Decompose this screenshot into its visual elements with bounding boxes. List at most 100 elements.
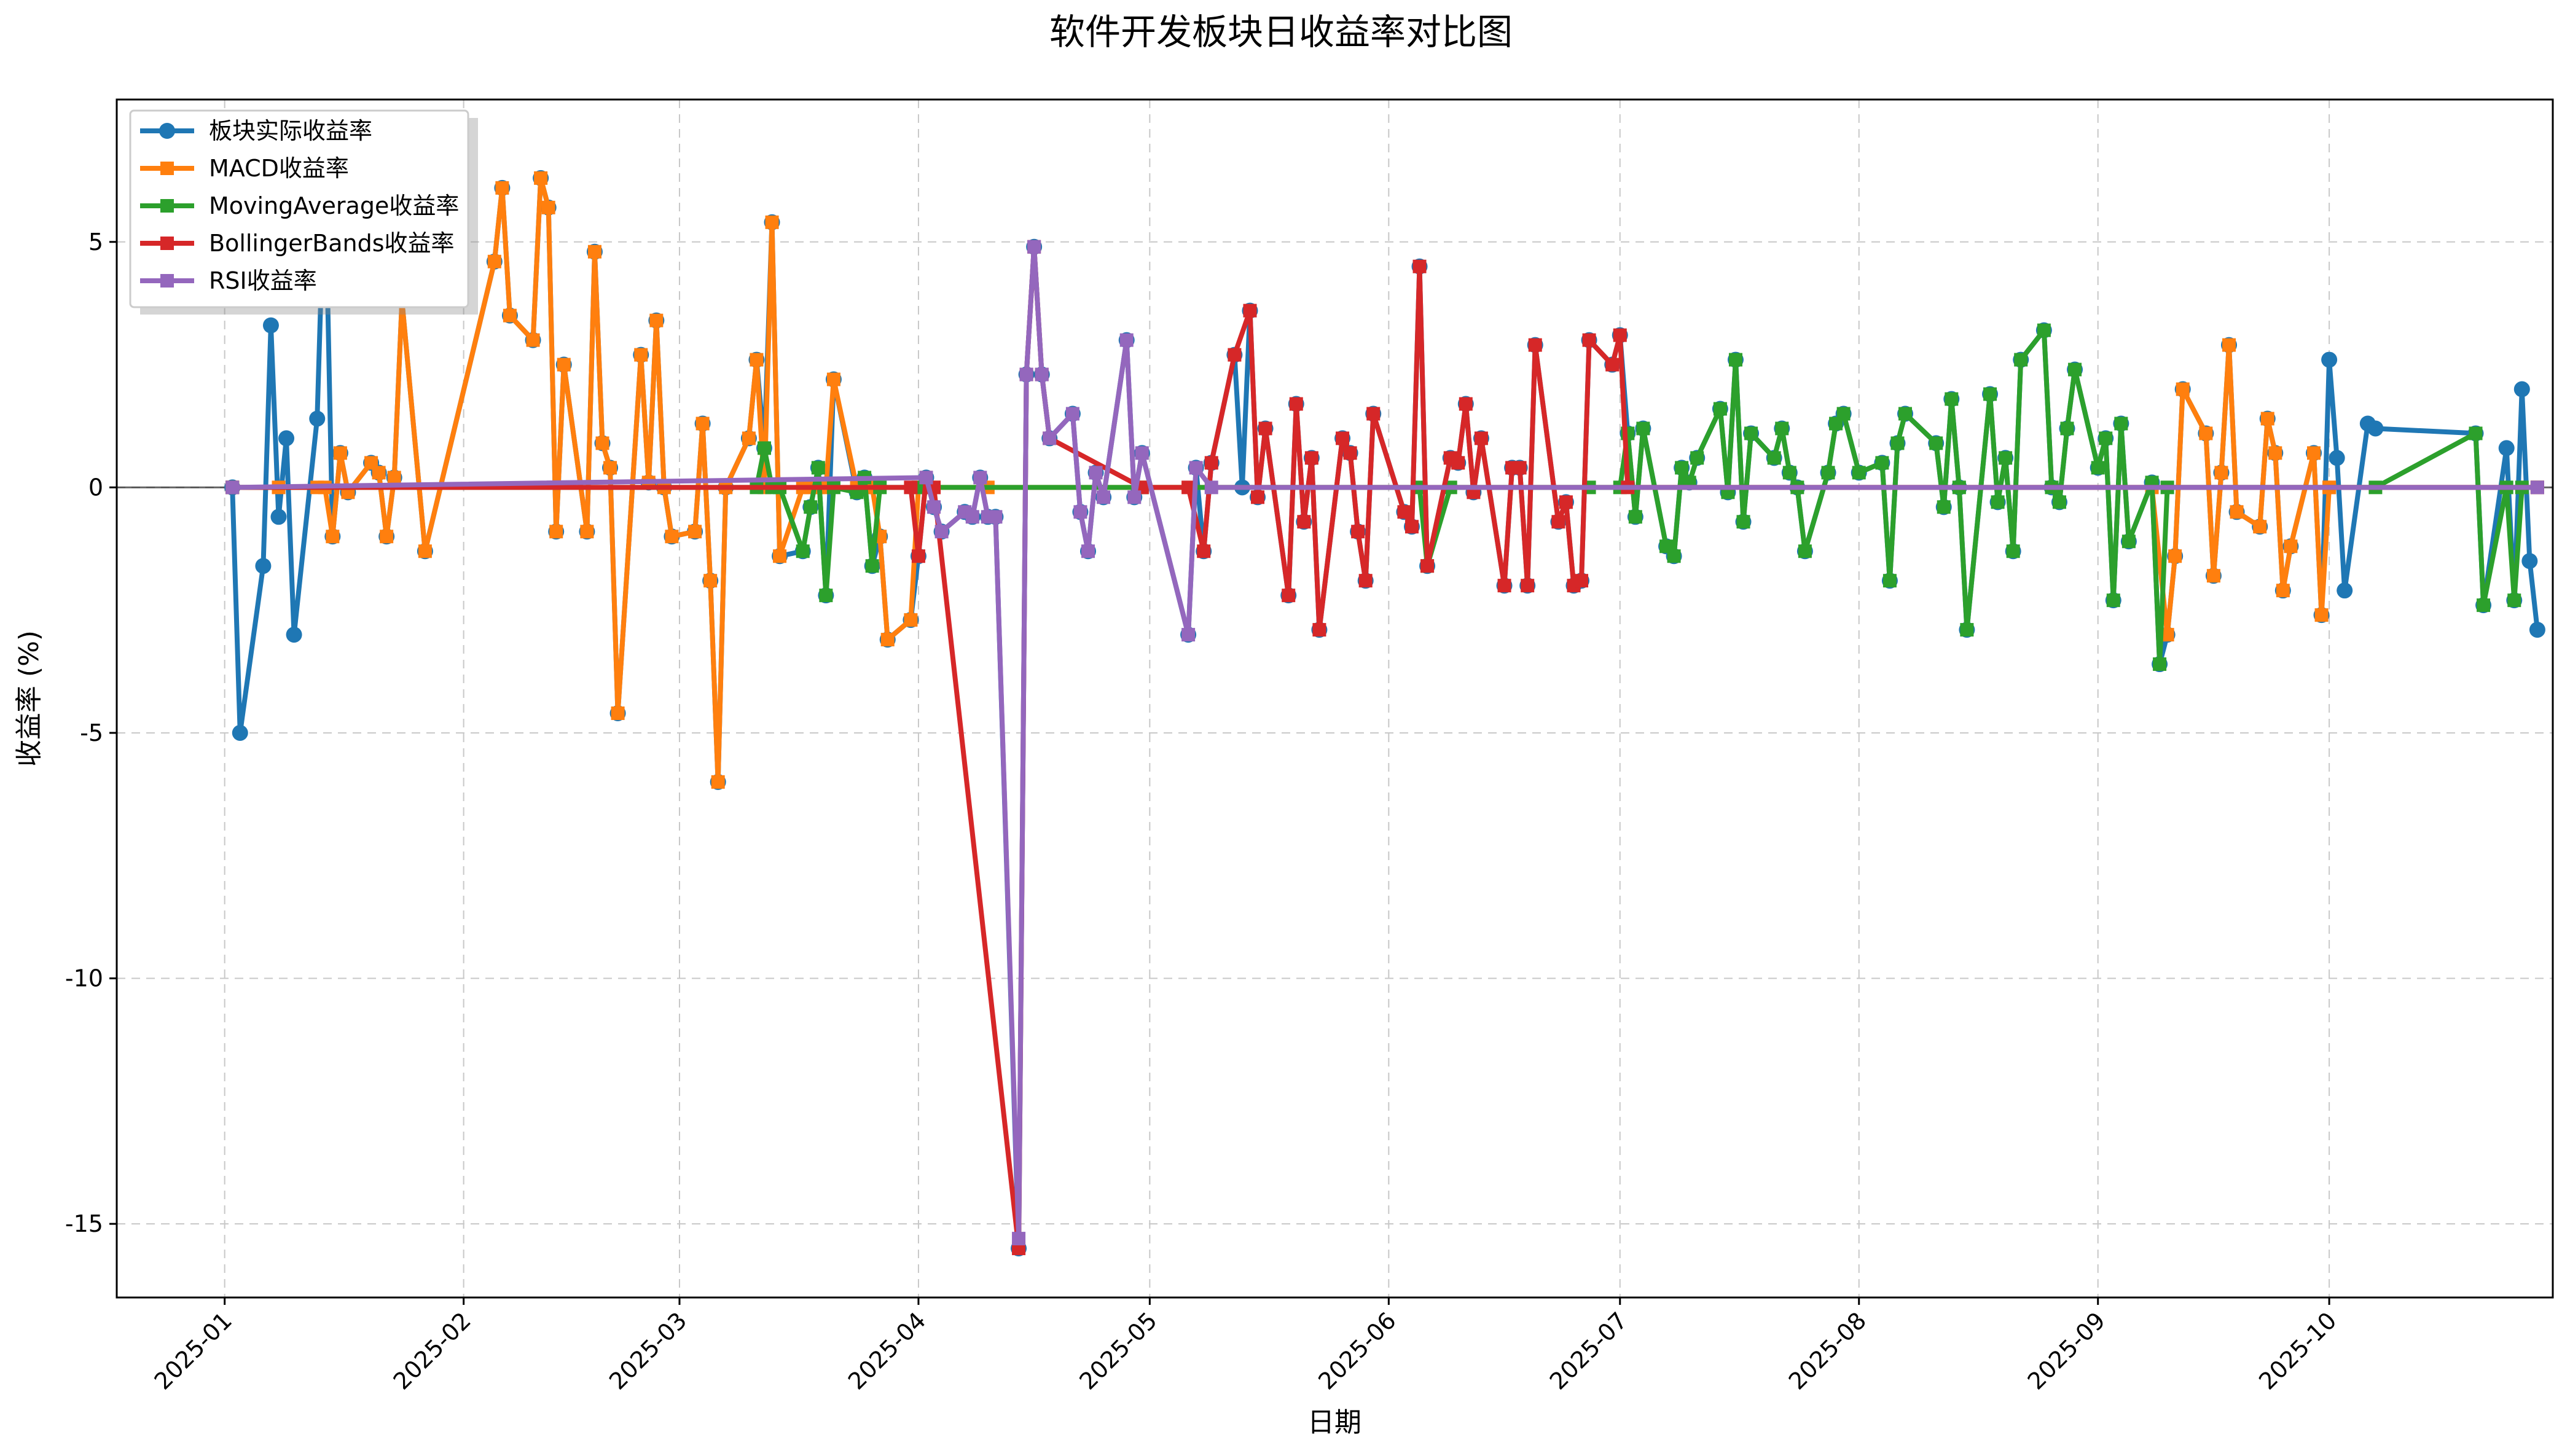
data-point bbox=[1767, 451, 1781, 465]
data-point bbox=[2014, 353, 2028, 367]
data-point bbox=[534, 171, 548, 185]
data-point bbox=[1073, 505, 1087, 519]
series-4 bbox=[225, 240, 2544, 1246]
data-point bbox=[2477, 598, 2491, 613]
data-point bbox=[1243, 303, 1257, 318]
data-point bbox=[1497, 579, 1511, 593]
data-point bbox=[773, 549, 787, 563]
data-point bbox=[2284, 539, 2298, 554]
data-point bbox=[742, 431, 756, 445]
x-tick-label: 2025-04 bbox=[843, 1307, 931, 1395]
data-point bbox=[2052, 495, 2066, 509]
data-point bbox=[262, 317, 279, 334]
y-tick-label: 5 bbox=[88, 229, 103, 256]
data-point bbox=[1204, 480, 1218, 495]
plot-frame bbox=[116, 98, 2554, 1299]
y-tick-label: -5 bbox=[80, 719, 103, 746]
x-tick-label: 2025-09 bbox=[2023, 1307, 2110, 1395]
data-point bbox=[2106, 593, 2120, 608]
x-tick-label: 2025-10 bbox=[2254, 1307, 2341, 1395]
data-point bbox=[557, 358, 571, 372]
data-point bbox=[2230, 505, 2244, 519]
data-point bbox=[750, 353, 764, 367]
data-point bbox=[1852, 466, 1866, 480]
data-point bbox=[1189, 461, 1203, 475]
data-point bbox=[1559, 495, 1573, 509]
data-point bbox=[1251, 490, 1265, 504]
data-point bbox=[1836, 407, 1851, 421]
data-point bbox=[1667, 549, 1681, 563]
data-point bbox=[603, 461, 617, 475]
data-point bbox=[695, 417, 710, 431]
legend-marker bbox=[159, 123, 175, 139]
series-line bbox=[232, 175, 2537, 785]
data-point bbox=[1289, 397, 1303, 411]
data-point bbox=[2367, 420, 2384, 437]
data-point bbox=[1521, 579, 1535, 593]
data-point bbox=[1636, 421, 1650, 436]
x-tick-label: 2025-02 bbox=[388, 1307, 476, 1395]
data-point bbox=[1081, 544, 1095, 558]
data-point bbox=[2521, 553, 2538, 569]
data-point bbox=[1451, 456, 1465, 470]
data-point bbox=[580, 525, 594, 539]
data-point bbox=[1420, 559, 1435, 573]
data-point bbox=[1459, 397, 1473, 411]
legend-marker bbox=[160, 274, 174, 288]
data-point bbox=[1404, 520, 1419, 534]
data-point bbox=[232, 724, 248, 741]
data-point bbox=[1582, 333, 1596, 347]
data-point bbox=[487, 254, 501, 268]
data-point bbox=[865, 559, 879, 573]
legend-marker bbox=[160, 237, 174, 250]
data-point bbox=[611, 706, 625, 720]
data-point bbox=[2276, 584, 2290, 598]
x-tick-label: 2025-05 bbox=[1074, 1307, 1162, 1395]
series-layer bbox=[224, 155, 2545, 1257]
data-point bbox=[1089, 466, 1103, 480]
data-point bbox=[796, 544, 810, 558]
data-point bbox=[2006, 544, 2020, 558]
data-point bbox=[2114, 417, 2128, 431]
x-tick-label: 2025-01 bbox=[149, 1307, 237, 1395]
data-point bbox=[1012, 1232, 1026, 1246]
legend-box bbox=[129, 109, 469, 308]
data-point bbox=[911, 549, 925, 563]
data-point bbox=[1312, 623, 1326, 637]
data-point bbox=[880, 633, 895, 647]
data-point bbox=[2160, 628, 2174, 642]
data-point bbox=[2153, 657, 2167, 671]
data-point bbox=[225, 480, 240, 495]
data-point bbox=[1135, 446, 1149, 460]
data-point bbox=[1991, 495, 2005, 509]
data-point bbox=[1929, 436, 1943, 450]
data-point bbox=[1343, 446, 1357, 460]
y-tick-label: -15 bbox=[65, 1210, 103, 1237]
data-point bbox=[811, 461, 825, 475]
data-point bbox=[688, 525, 702, 539]
data-point bbox=[1181, 628, 1196, 642]
data-point bbox=[1228, 348, 1242, 362]
x-tick-label: 2025-06 bbox=[1313, 1307, 1401, 1395]
legend-marker bbox=[160, 162, 174, 175]
chart-title: 软件开发板块日收益率对比图 bbox=[1049, 11, 1513, 53]
data-point bbox=[1898, 407, 1913, 421]
legend-label: 板块实际收益率 bbox=[209, 117, 372, 144]
data-point bbox=[255, 558, 272, 574]
data-point bbox=[1528, 338, 1542, 352]
data-point bbox=[2168, 549, 2182, 563]
data-point bbox=[541, 200, 555, 214]
data-point bbox=[826, 372, 840, 386]
data-point bbox=[1690, 451, 1704, 465]
data-point bbox=[1782, 466, 1796, 480]
y-axis-label: 收益率 (%) bbox=[14, 630, 45, 767]
data-point bbox=[2176, 382, 2190, 396]
data-point bbox=[2037, 323, 2051, 337]
x-axis: 2025-01 2025-02 2025-03 2025-04 2025-05 2025-… bbox=[149, 1297, 2341, 1395]
data-point bbox=[703, 574, 718, 588]
data-point bbox=[1351, 525, 1365, 539]
data-point bbox=[2253, 520, 2267, 534]
data-point bbox=[649, 313, 664, 327]
